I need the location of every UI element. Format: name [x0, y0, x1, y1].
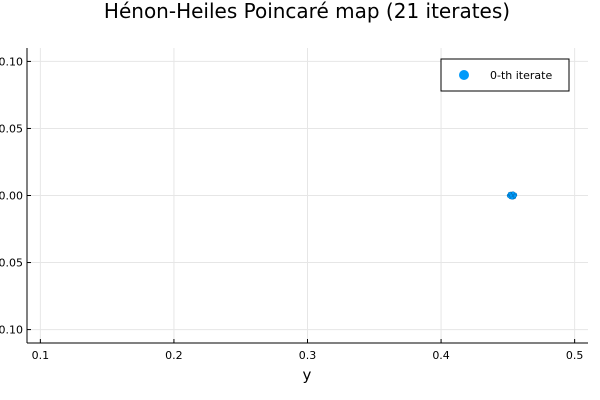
data-points: [506, 191, 518, 200]
chart-title: Hénon-Heiles Poincaré map (21 iterates): [104, 0, 510, 23]
x-tick-label: 0.5: [566, 349, 584, 362]
y-axis-ticks: -0.10 -0.05 0.00 0.05 0.10: [0, 55, 31, 337]
legend: 0-th iterate: [440, 58, 570, 92]
data-point: [509, 193, 513, 198]
data-point: [513, 194, 517, 198]
legend-label: 0-th iterate: [490, 69, 552, 82]
x-axis-ticks: 0.1 0.2 0.3 0.4 0.5: [32, 339, 584, 362]
x-tick-label: 0.2: [165, 349, 183, 362]
x-tick-label: 0.1: [32, 349, 50, 362]
y-tick-label: 0.05: [0, 122, 23, 135]
x-axis-label: y: [303, 366, 312, 384]
y-tick-label: -0.05: [0, 257, 23, 270]
y-tick-label: -0.10: [0, 324, 23, 337]
y-tick-label: 0.10: [0, 55, 23, 68]
data-point: [511, 191, 515, 195]
x-tick-label: 0.4: [432, 349, 450, 362]
y-tick-label: 0.00: [0, 190, 23, 203]
x-tick-label: 0.3: [299, 349, 317, 362]
legend-marker: [459, 70, 469, 80]
